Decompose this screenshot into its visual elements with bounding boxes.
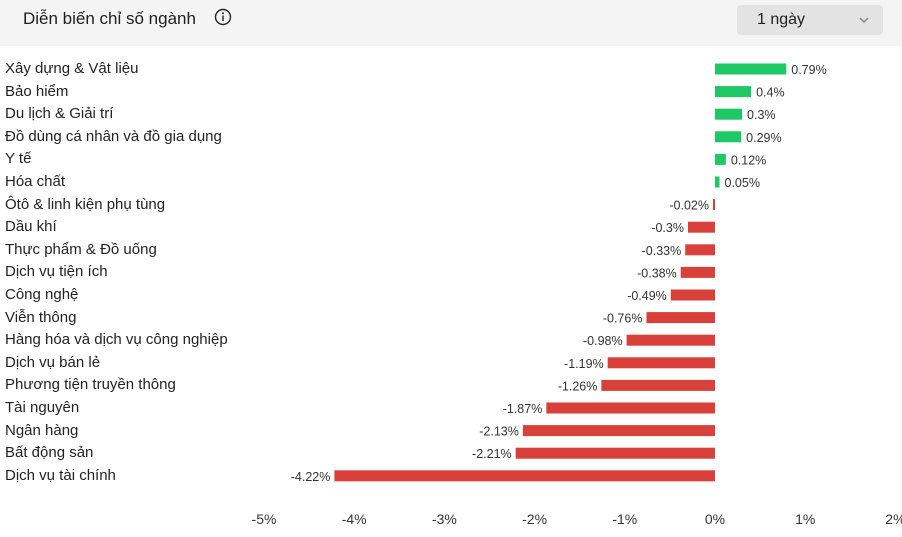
category-label: Du lịch & Giải trí xyxy=(5,105,114,123)
chevron-down-icon xyxy=(859,17,869,24)
x-tick-label: 2% xyxy=(885,511,902,527)
bar-value-label: -0.3% xyxy=(651,221,684,235)
chart-header: Diễn biến chỉ số ngành 1 ngày xyxy=(0,0,902,46)
bar[interactable] xyxy=(687,221,715,233)
period-select[interactable]: 1 ngày xyxy=(737,5,883,35)
category-label: Ngân hàng xyxy=(5,421,79,439)
category-label: Hóa chất xyxy=(5,173,66,190)
bar-value-label: -0.76% xyxy=(603,312,643,326)
bar[interactable] xyxy=(601,379,715,391)
bar[interactable] xyxy=(515,447,715,459)
bar[interactable] xyxy=(685,244,715,256)
bar-value-label: -0.02% xyxy=(669,199,709,213)
bar-value-label: -0.98% xyxy=(583,334,623,348)
bar[interactable] xyxy=(715,63,787,75)
bar-value-label: -0.49% xyxy=(627,289,667,303)
bar[interactable] xyxy=(546,402,715,414)
bar-value-label: -1.87% xyxy=(503,402,543,416)
bar-value-label: -4.22% xyxy=(291,470,331,484)
bar[interactable] xyxy=(680,266,715,278)
category-label: Dầu khí xyxy=(5,218,57,236)
bar[interactable] xyxy=(715,131,742,143)
bar[interactable] xyxy=(713,199,715,211)
category-label: Hàng hóa và dịch vụ công nghiệp xyxy=(5,331,228,349)
category-label: Bảo hiểm xyxy=(5,82,69,100)
bar-value-label: 0.4% xyxy=(756,86,785,100)
category-label: Dịch vụ tài chính xyxy=(5,466,116,484)
bar-value-label: -2.21% xyxy=(472,447,512,461)
x-tick-label: 1% xyxy=(795,511,815,527)
bar[interactable] xyxy=(607,357,715,369)
category-label: Bất động sản xyxy=(5,444,94,462)
category-label: Xây dựng & Vật liệu xyxy=(5,60,139,77)
bar-value-label: -2.13% xyxy=(479,425,519,439)
bar-value-label: -0.38% xyxy=(637,266,677,280)
category-label: Phương tiện truyền thông xyxy=(5,376,176,394)
bar[interactable] xyxy=(715,108,743,120)
bar-value-label: 0.12% xyxy=(731,153,766,167)
bar-value-label: 0.05% xyxy=(725,176,760,190)
bar[interactable] xyxy=(646,312,715,324)
category-label: Đồ dùng cá nhân và đồ gia dụng xyxy=(5,127,222,145)
bar-value-label: 0.79% xyxy=(791,63,826,77)
x-tick-label: -5% xyxy=(252,511,277,527)
bar[interactable] xyxy=(715,86,752,98)
chart-title: Diễn biến chỉ số ngành xyxy=(23,9,196,28)
bar[interactable] xyxy=(626,334,715,346)
bar[interactable] xyxy=(715,176,720,188)
x-tick-label: 0% xyxy=(705,511,725,527)
category-label: Y tế xyxy=(5,150,32,168)
category-label: Dịch vụ bán lẻ xyxy=(5,353,101,371)
bar[interactable] xyxy=(670,289,715,301)
period-selected-label: 1 ngày xyxy=(757,11,806,28)
bar-value-label: 0.29% xyxy=(746,131,781,145)
bar-value-label: -1.26% xyxy=(558,379,598,393)
bar[interactable] xyxy=(334,470,715,482)
category-label: Thực phẩm & Đồ uống xyxy=(5,240,157,258)
x-tick-label: -4% xyxy=(342,511,367,527)
bar-value-label: -1.19% xyxy=(564,357,604,371)
bar-value-label: 0.3% xyxy=(747,108,776,122)
x-tick-label: -2% xyxy=(522,511,547,527)
category-label: Công nghệ xyxy=(5,286,79,303)
category-label: Dịch vụ tiện ích xyxy=(5,263,108,281)
bar[interactable] xyxy=(715,153,726,165)
category-label: Ôtô & linh kiện phụ tùng xyxy=(5,195,166,213)
x-tick-label: -1% xyxy=(612,511,637,527)
info-icon[interactable] xyxy=(214,8,232,26)
bar[interactable] xyxy=(522,425,715,437)
category-label: Tài nguyên xyxy=(5,399,80,416)
category-label: Viễn thông xyxy=(5,308,77,326)
bar-value-label: -0.33% xyxy=(642,244,682,258)
x-tick-label: -3% xyxy=(432,511,457,527)
